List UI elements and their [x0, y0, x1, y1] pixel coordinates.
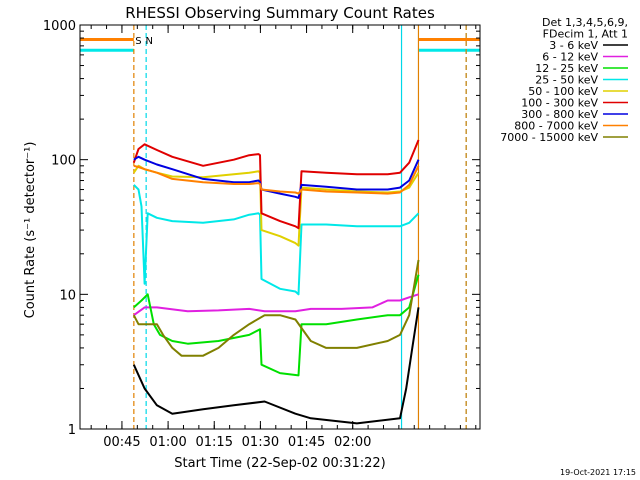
legend-label: 3 - 6 keV — [549, 39, 598, 52]
legend-label: 6 - 12 keV — [542, 51, 598, 64]
legend-label: 7000 - 15000 keV — [500, 131, 598, 144]
series-line — [132, 307, 420, 425]
x-tick-label: 01:00 — [149, 435, 186, 450]
plot-area: S N 1 10 100 1000 00:45 01:00 01:15 01:30 01:45 02:… — [43, 19, 481, 450]
series-line — [132, 259, 420, 357]
chart-title: RHESSI Observing Summary Count Rates — [125, 4, 435, 22]
y-axis-label: Count Rate (s⁻¹ detector⁻¹) — [23, 142, 38, 319]
annotation-label: S — [135, 36, 141, 47]
legend-label: 25 - 50 keV — [535, 74, 598, 87]
x-axis-label: Start Time (22-Sep-02 00:31:22) — [174, 456, 385, 471]
x-tick-label: 01:30 — [242, 435, 279, 450]
y-tick-label: 10 — [59, 288, 76, 303]
legend-label: 300 - 800 keV — [521, 108, 598, 121]
series-line — [133, 184, 420, 296]
legend-header: FDecim 1, Att 1 — [543, 28, 628, 41]
footer-timestamp: 19-Oct-2021 17:15 — [560, 468, 636, 477]
series-line — [132, 164, 420, 247]
y-tick-label: 100 — [51, 154, 76, 169]
series-line — [133, 293, 419, 317]
legend-label: 50 - 100 keV — [528, 85, 598, 98]
legend-label: 100 - 300 keV — [521, 97, 598, 110]
legend: Det 1,3,4,5,6,9,FDecim 1, Att 13 - 6 keV… — [500, 16, 628, 144]
y-tick-label: 1000 — [43, 19, 76, 34]
series-line — [133, 164, 420, 195]
x-tick-label: 01:45 — [288, 435, 325, 450]
legend-header: Det 1,3,4,5,6,9, — [542, 16, 628, 29]
series-line — [133, 274, 420, 377]
legend-label: 800 - 7000 keV — [514, 120, 598, 133]
x-tick-label: 00:45 — [103, 435, 140, 450]
y-tick-label: 1 — [68, 423, 76, 438]
legend-label: 12 - 25 keV — [535, 62, 598, 75]
x-tick-label: 02:00 — [334, 435, 371, 450]
series-line — [132, 139, 420, 230]
x-tick-label: 01:15 — [196, 435, 233, 450]
plot-frame — [79, 24, 481, 430]
annotation-label: N — [145, 36, 152, 47]
